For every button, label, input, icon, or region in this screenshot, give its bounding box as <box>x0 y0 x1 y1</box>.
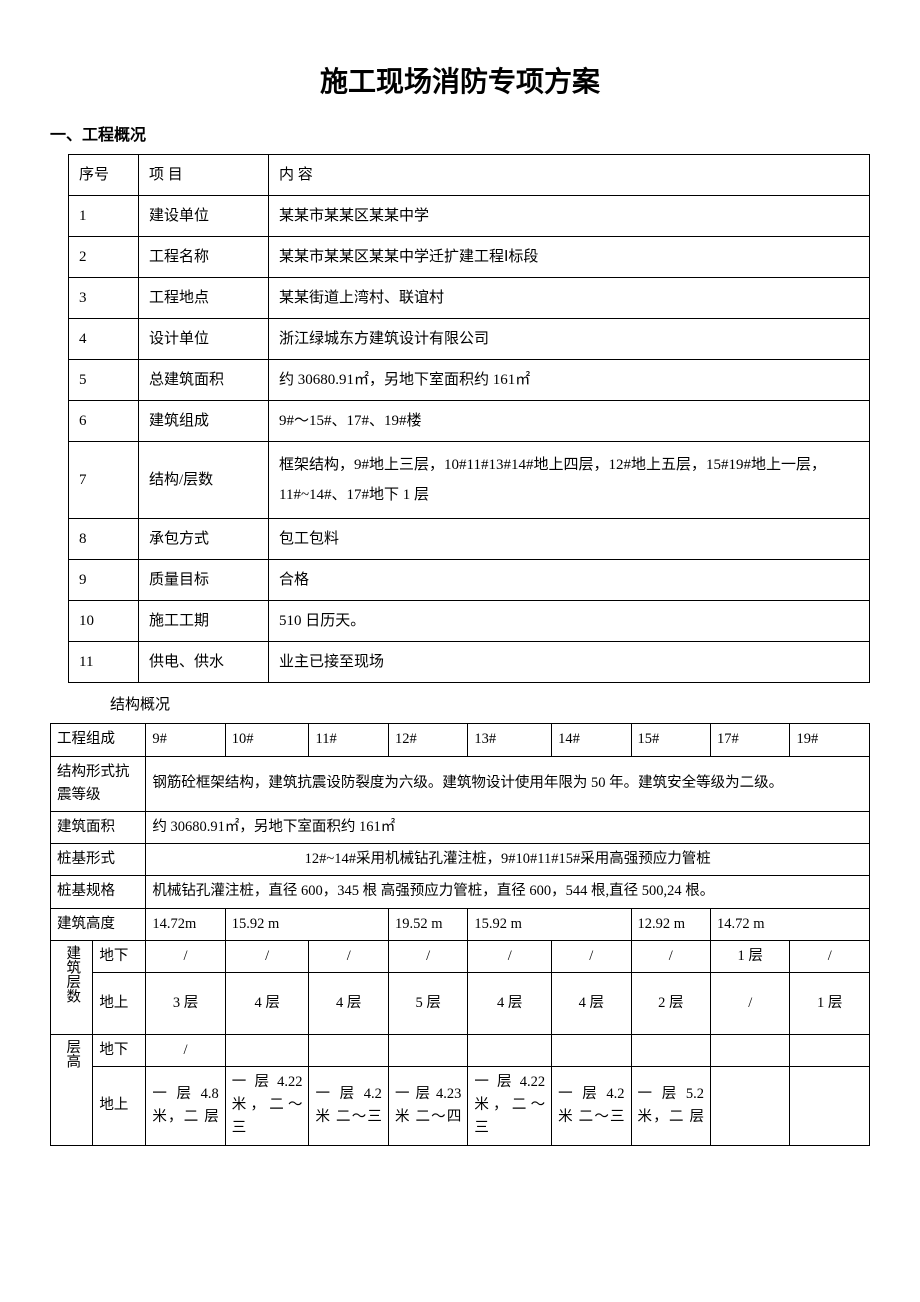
height-label: 建筑高度 <box>51 908 146 940</box>
table-row: 桩基形式 12#~14#采用机械钻孔灌注桩，9#10#11#15#采用高强预应力… <box>51 844 870 876</box>
table-row: 地上 3 层 4 层 4 层 5 层 4 层 4 层 2 层 / 1 层 <box>51 972 870 1034</box>
table-row: 建筑面积 约 30680.91㎡，另地下室面积约 161㎡ <box>51 811 870 843</box>
table-row: 1建设单位某某市某某区某某中学 <box>69 196 870 237</box>
table-row: 10施工工期510 日历天。 <box>69 601 870 642</box>
table-row: 工程组成 9# 10# 11# 12# 13# 14# 15# 17# 19# <box>51 724 870 756</box>
table-row: 层高 地下 / <box>51 1034 870 1066</box>
pile-spec-text: 机械钻孔灌注桩，直径 600，345 根 高强预应力管桩，直径 600，544 … <box>146 876 870 908</box>
th-content: 内 容 <box>269 155 870 196</box>
pile-type-text: 12#~14#采用机械钻孔灌注桩，9#10#11#15#采用高强预应力管桩 <box>146 844 870 876</box>
sh-ug-label: 地下 <box>93 1034 146 1066</box>
ug-label: 地下 <box>93 940 146 972</box>
th-no: 序号 <box>69 155 139 196</box>
area-text: 约 30680.91㎡，另地下室面积约 161㎡ <box>146 811 870 843</box>
th-col0: 工程组成 <box>51 724 146 756</box>
floors-label: 建筑层数 <box>51 940 93 1034</box>
table-row: 桩基规格 机械钻孔灌注桩，直径 600，345 根 高强预应力管桩，直径 600… <box>51 876 870 908</box>
table-row: 3工程地点某某街道上湾村、联谊村 <box>69 278 870 319</box>
overview-table: 序号 项 目 内 容 1建设单位某某市某某区某某中学 2工程名称某某市某某区某某… <box>68 154 870 683</box>
pile-type-label: 桩基形式 <box>51 844 146 876</box>
storey-h-label: 层高 <box>51 1034 93 1145</box>
table-row: 4设计单位浙江绿城东方建筑设计有限公司 <box>69 319 870 360</box>
table-row: 2工程名称某某市某某区某某中学迁扩建工程Ⅰ标段 <box>69 237 870 278</box>
table-row: 结构形式抗震等级 钢筋砼框架结构，建筑抗震设防裂度为六级。建筑物设计使用年限为 … <box>51 756 870 811</box>
pile-spec-label: 桩基规格 <box>51 876 146 908</box>
table-row: 7结构/层数框架结构，9#地上三层，10#11#13#14#地上四层，12#地上… <box>69 442 870 519</box>
table-row: 地上 一 层 4.8 米，二 层 一 层 4.22 米，二～三 一 层 4.2 … <box>51 1067 870 1146</box>
table-row: 6建筑组成9#～15#、17#、19#楼 <box>69 401 870 442</box>
table-row: 11供电、供水业主已接至现场 <box>69 642 870 683</box>
sh-ag-label: 地上 <box>93 1067 146 1146</box>
struct-text: 钢筋砼框架结构，建筑抗震设防裂度为六级。建筑物设计使用年限为 50 年。建筑安全… <box>146 756 870 811</box>
table-row: 序号 项 目 内 容 <box>69 155 870 196</box>
area-label: 建筑面积 <box>51 811 146 843</box>
table-row: 建筑层数 地下 / / / / / / / 1 层 / <box>51 940 870 972</box>
section1-heading: 一、工程概况 <box>50 123 870 149</box>
ag-label: 地上 <box>93 972 146 1034</box>
table-row: 8承包方式包工包料 <box>69 519 870 560</box>
table-row: 建筑高度 14.72m 15.92 m 19.52 m 15.92 m 12.9… <box>51 908 870 940</box>
struct-label: 结构形式抗震等级 <box>51 756 146 811</box>
table-row: 5总建筑面积约 30680.91㎡，另地下室面积约 161㎡ <box>69 360 870 401</box>
th-item: 项 目 <box>139 155 269 196</box>
doc-title: 施工现场消防专项方案 <box>50 60 870 105</box>
structure-table: 工程组成 9# 10# 11# 12# 13# 14# 15# 17# 19# … <box>50 723 870 1145</box>
table-row: 9质量目标合格 <box>69 560 870 601</box>
subcaption: 结构概况 <box>110 693 870 717</box>
